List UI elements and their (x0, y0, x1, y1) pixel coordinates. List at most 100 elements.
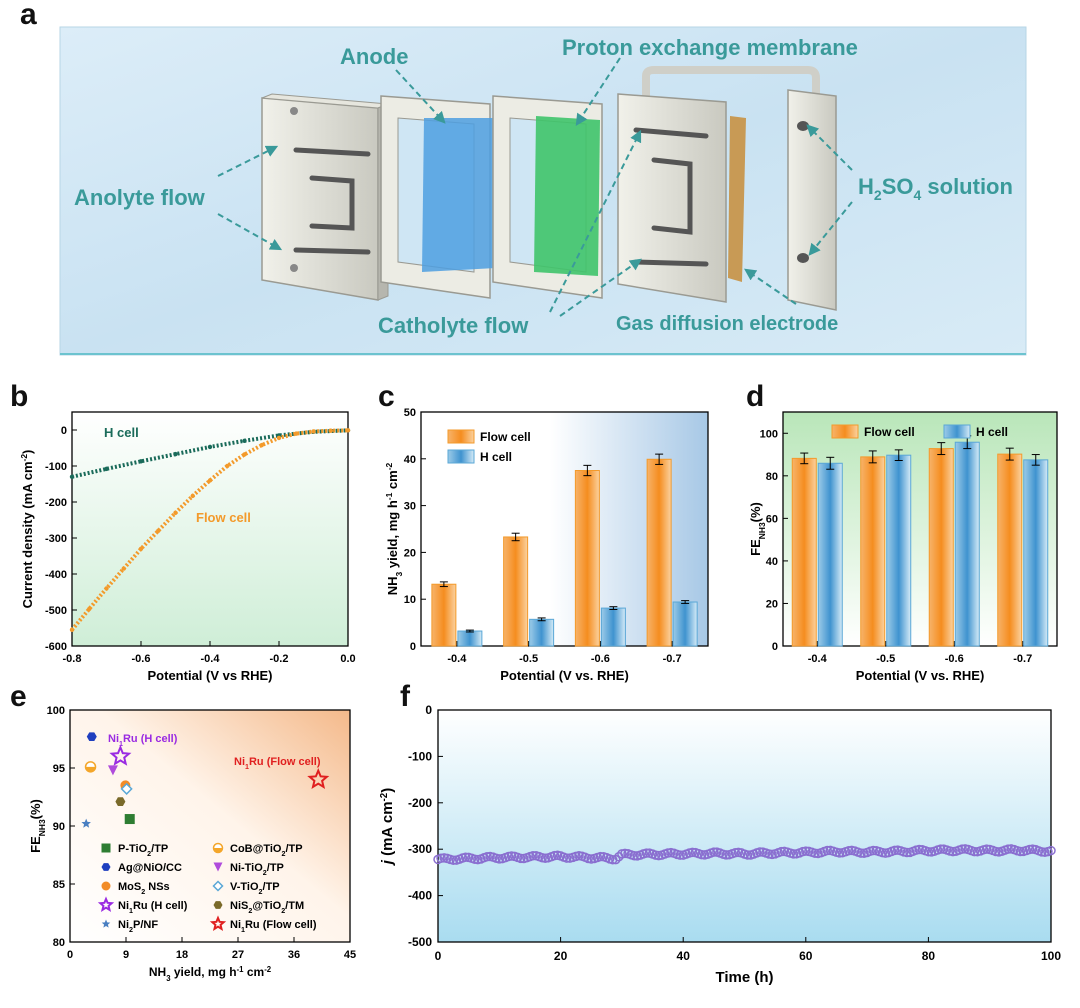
f-point (641, 848, 652, 858)
b-point (242, 438, 247, 443)
e-annotation-flow-cell: Ni1Ru (Flow cell) (234, 756, 321, 771)
plot-f-background (438, 710, 1051, 942)
d-ytick-label: 80 (766, 471, 778, 483)
c-legend-label: H cell (480, 450, 512, 464)
e-point (124, 814, 135, 825)
c-ytick-label: 50 (404, 407, 416, 419)
membrane-frame (492, 95, 603, 299)
c-legend-swatch (447, 449, 475, 464)
b-point (87, 606, 92, 612)
f-point (957, 844, 967, 854)
c-ytick-label: 0 (410, 641, 416, 653)
b-ytick-label: -300 (45, 533, 67, 545)
b-annotation-flow-cell: Flow cell (196, 510, 251, 525)
b-point (276, 435, 282, 441)
panel-label-f: f (400, 680, 410, 713)
e-point (120, 782, 133, 795)
f-point (1015, 846, 1026, 857)
b-point (173, 451, 178, 457)
f-point (810, 848, 820, 858)
f-xtick-label: 80 (922, 949, 936, 963)
label-h2so4: H2SO4 solution (858, 174, 1013, 203)
d-xlabel: Potential (V vs. RHE) (856, 668, 985, 683)
f-point (1037, 847, 1047, 857)
b-point (207, 478, 213, 483)
c-bar (600, 607, 626, 647)
b-xlabel: Potential (V vs RHE) (148, 668, 273, 683)
b-point (311, 429, 316, 434)
b-point (69, 474, 75, 479)
b-point (69, 627, 75, 632)
f-ytick-label: -200 (408, 796, 432, 810)
e-xtick-label: 18 (176, 949, 188, 961)
e-legend-marker-shape (209, 915, 227, 931)
e-legend-marker-shape (97, 896, 115, 912)
f-point (528, 850, 538, 861)
c-frame (420, 411, 709, 647)
c-ylabel: NH3 yield, mg h-1 cm-2 (384, 462, 404, 595)
b-ylabel: Current density (mA cm-2) (19, 450, 35, 609)
f-point (834, 848, 845, 858)
e-legend-marker-shape (101, 881, 111, 891)
d-xtick-label: -0.5 (876, 653, 895, 665)
e-legend-marker (212, 842, 224, 854)
d-bar (791, 457, 817, 647)
e-legend-label: NiS2@TiO2/TM (230, 900, 304, 915)
d-bar (997, 453, 1023, 647)
e-legend-marker (101, 863, 111, 871)
b-point (104, 586, 109, 591)
e-point-shape (307, 767, 330, 789)
b-point (156, 528, 161, 533)
c-ytick-label: 20 (404, 547, 416, 559)
c-legend-label: Flow cell (480, 430, 531, 444)
b-point (294, 431, 299, 436)
b-ytick-label: -200 (45, 497, 67, 509)
b-point (190, 493, 195, 499)
b-point (138, 546, 144, 551)
f-point (776, 846, 787, 857)
e-legend-marker-shape (213, 862, 223, 872)
e-point (81, 818, 91, 828)
e-legend-label: CoB@TiO2/TP (230, 843, 303, 858)
f-xtick-label: 0 (435, 949, 442, 963)
d-ytick-label: 100 (760, 428, 778, 440)
e-legend-marker (209, 915, 227, 931)
f-point (595, 851, 606, 862)
e-legend-marker-shape (101, 843, 111, 853)
e-legend-marker (213, 901, 223, 909)
label-gde: Gas diffusion electrode (616, 313, 838, 335)
label-catholyte-flow: Catholyte flow (378, 313, 529, 338)
e-legend-label: Ni1Ru (Flow cell) (230, 919, 317, 934)
d-bar (886, 454, 912, 647)
c-bar (574, 470, 600, 647)
c-bar (457, 630, 483, 647)
e-point (109, 744, 132, 766)
f-point (1003, 844, 1013, 854)
b-point (225, 463, 230, 469)
c-xtick-label: -0.5 (519, 653, 538, 665)
e-legend-marker (97, 896, 115, 912)
e-legend-label: Ni-TiO2/TP (230, 862, 284, 877)
e-legend-label: MoS2 NSs (118, 881, 170, 896)
d-xtick-label: -0.7 (1013, 653, 1032, 665)
f-point (494, 854, 505, 864)
e-ylabel: FENH3(%) (28, 799, 47, 853)
gas-diffusion-electrode (728, 116, 746, 282)
f-ytick-label: -400 (408, 889, 432, 903)
d-legend-swatch (943, 424, 971, 439)
c-xlabel: Potential (V vs. RHE) (500, 668, 629, 683)
anolyte-plate (261, 93, 389, 301)
d-legend-label: Flow cell (864, 425, 915, 439)
label-anode: Anode (340, 44, 408, 69)
f-point (629, 850, 639, 861)
f-point (981, 844, 992, 854)
d-ytick-label: 20 (766, 598, 778, 610)
e-point-shape (109, 744, 132, 766)
e-legend-marker (101, 843, 111, 853)
e-legend-label: P-TiO2/TP (118, 843, 168, 858)
b-series-flow-cell (70, 428, 349, 632)
d-legend-swatch (831, 424, 859, 439)
e-point-fill (85, 766, 96, 772)
e-xtick-label: 0 (67, 949, 73, 961)
f-point (696, 849, 707, 860)
